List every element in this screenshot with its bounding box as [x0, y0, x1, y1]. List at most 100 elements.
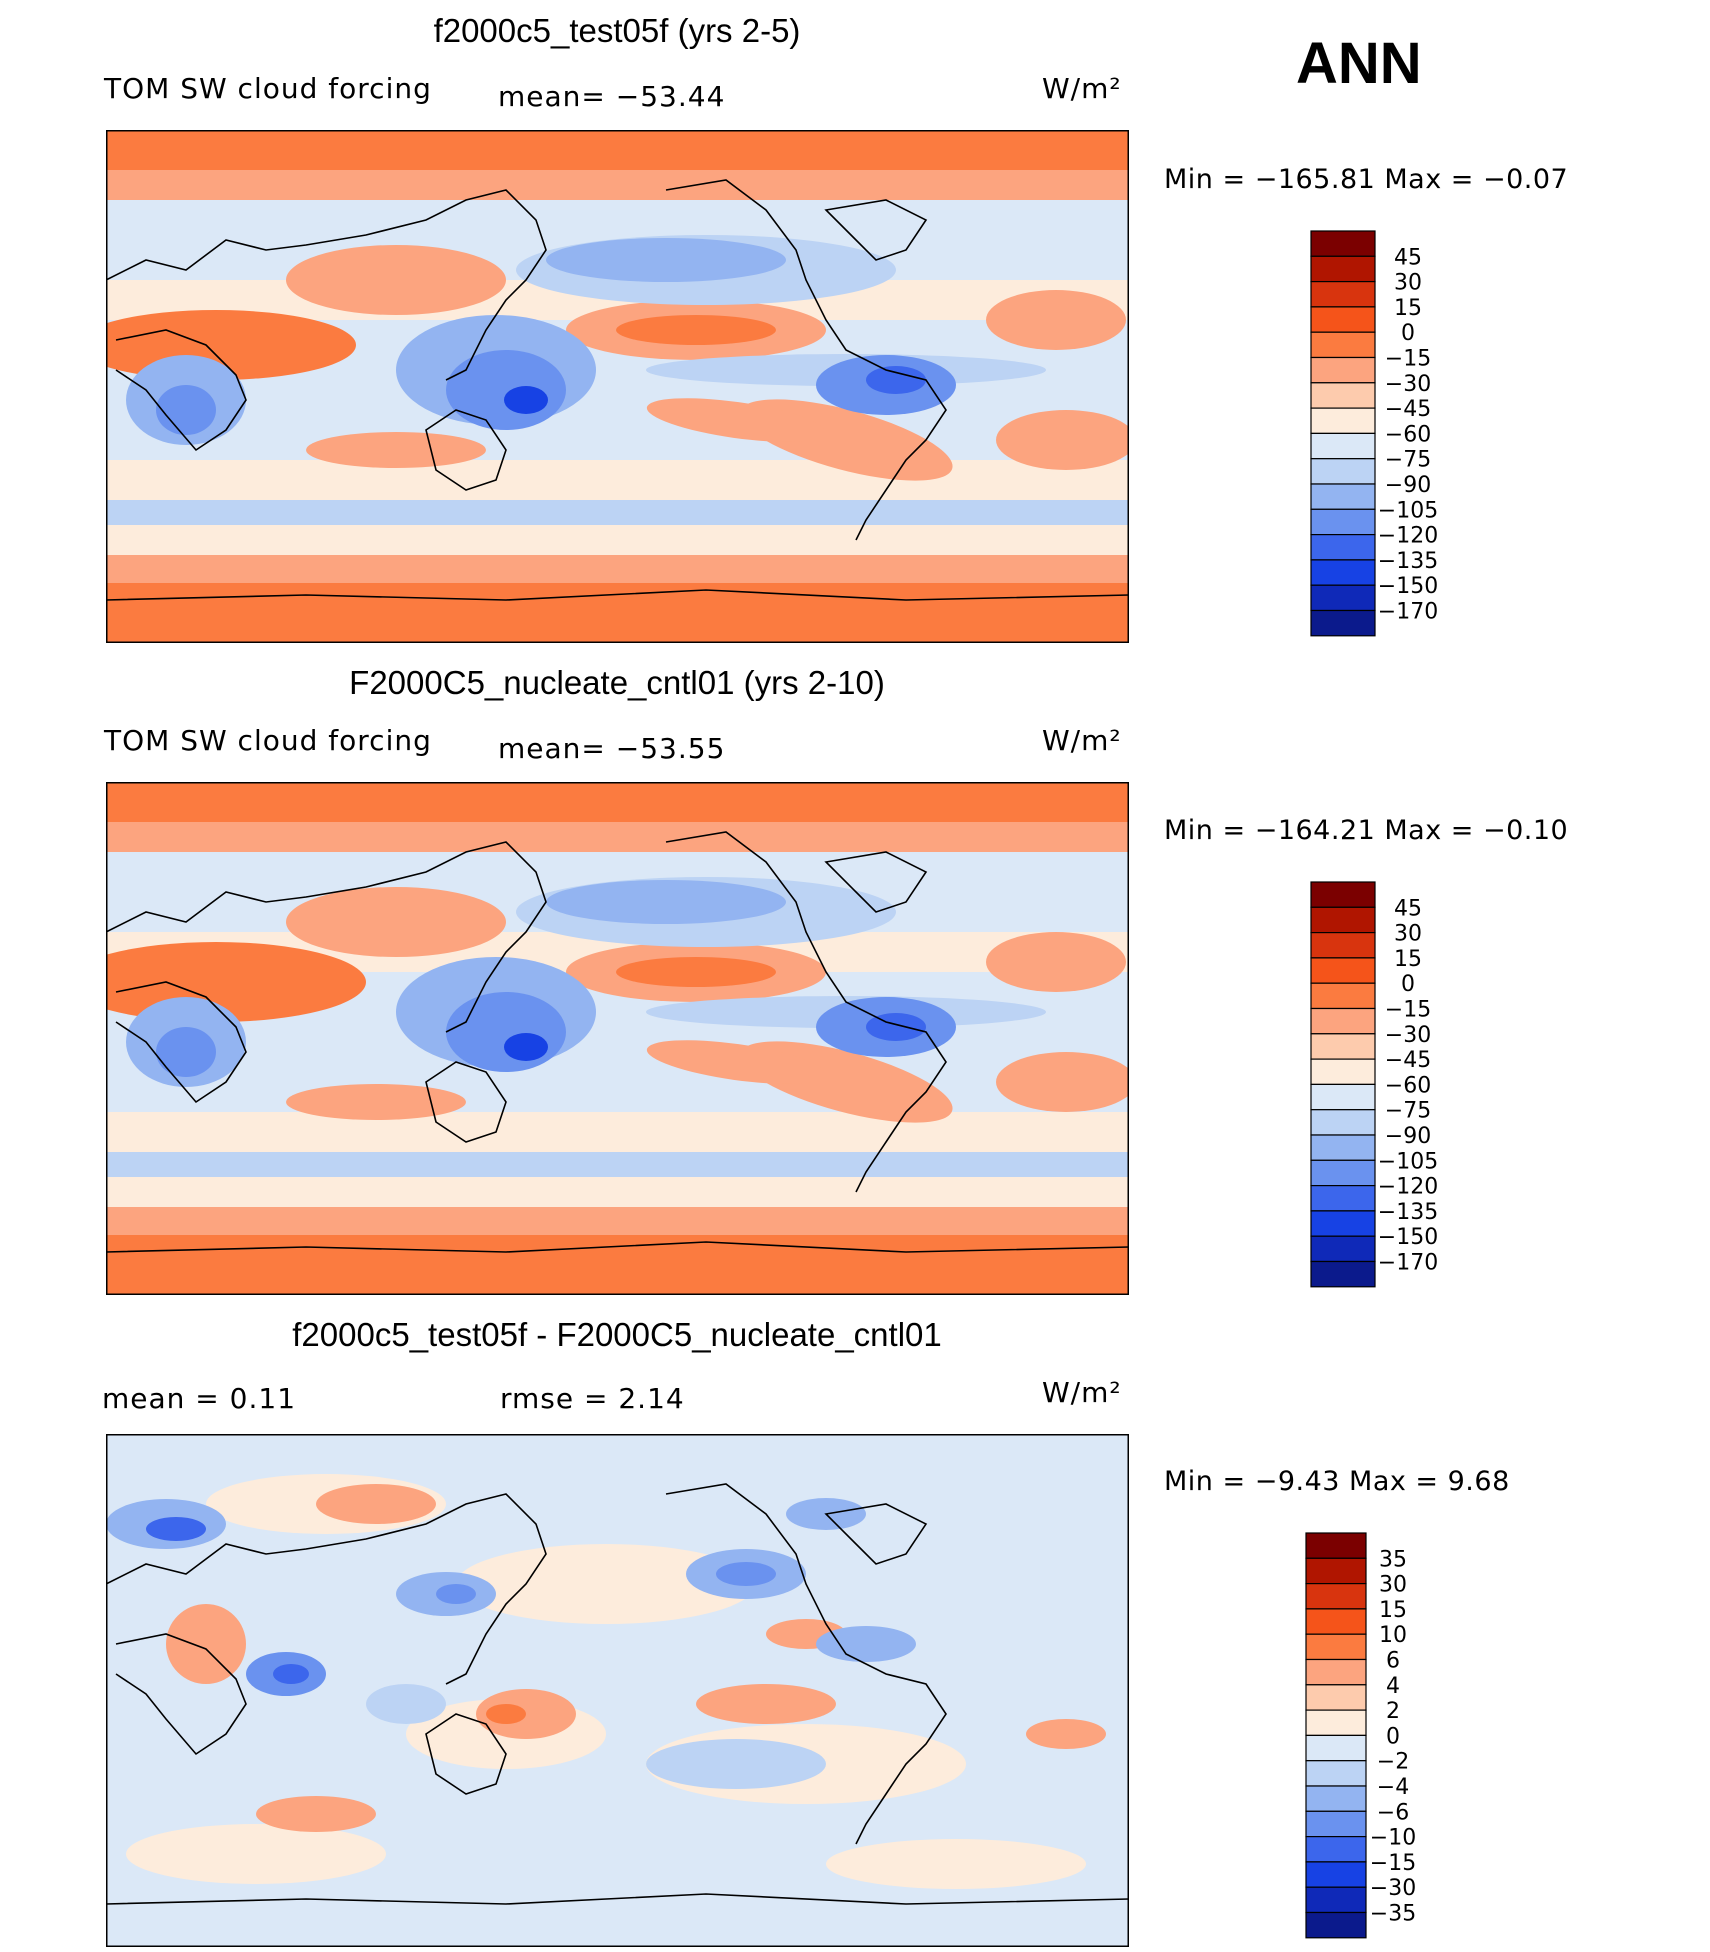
colorbar-swatch [1305, 1658, 1367, 1686]
colorbar-swatch [1310, 1235, 1376, 1263]
colorbar-level-label: −75 [1385, 1099, 1431, 1124]
colorbar-level-label: −150 [1378, 574, 1438, 599]
colorbar-level-label: 0 [1401, 972, 1415, 997]
panel2-coastlines [106, 831, 1129, 1253]
colorbar-swatch [1310, 1007, 1376, 1035]
colorbar-level-label: −2 [1377, 1750, 1409, 1775]
colorbar-swatch [1310, 584, 1376, 612]
colorbar-swatch [1305, 1684, 1367, 1711]
panel3-title: f2000c5_test05f - F2000C5_nucleate_cntl0… [292, 1316, 942, 1353]
panel1-colorbar: 4530150−15−30−45−60−75−90−105−120−135−15… [1310, 230, 1438, 637]
colorbar-swatch [1310, 306, 1376, 333]
colorbar-swatch [1310, 432, 1376, 460]
colorbar-level-label: −30 [1385, 372, 1431, 397]
colorbar-swatch [1305, 1861, 1367, 1888]
colorbar-level-label: 45 [1394, 245, 1422, 270]
colorbar-level-label: 35 [1379, 1547, 1407, 1572]
colorbar-level-label: −105 [1378, 498, 1438, 523]
colorbar-level-label: −15 [1370, 1851, 1416, 1876]
panel2-map [106, 782, 1129, 1295]
colorbar-level-label: 45 [1394, 896, 1422, 921]
panel1-variable: TOM SW cloud forcing [104, 72, 432, 105]
colorbar-swatch [1310, 609, 1376, 637]
colorbar-swatch [1310, 382, 1376, 409]
colorbar-swatch [1310, 508, 1376, 536]
colorbar-swatch [1310, 982, 1376, 1010]
colorbar-level-label: −15 [1385, 998, 1431, 1023]
colorbar-swatch [1310, 458, 1376, 485]
colorbar-swatch [1310, 483, 1376, 510]
colorbar-level-label: 15 [1379, 1598, 1407, 1623]
colorbar-level-label: 15 [1394, 947, 1422, 972]
colorbar-level-label: −90 [1385, 1124, 1431, 1149]
colorbar-swatch [1305, 1633, 1367, 1661]
colorbar-swatch [1310, 1083, 1376, 1111]
colorbar-level-label: −90 [1385, 473, 1431, 498]
colorbar-level-label: −10 [1370, 1826, 1416, 1851]
panel3-mean: mean = 0.11 [102, 1382, 297, 1415]
colorbar-level-label: −45 [1385, 397, 1431, 422]
colorbar-level-label: 30 [1394, 271, 1422, 296]
colorbar-swatch [1310, 1109, 1376, 1136]
colorbar-swatch [1310, 906, 1376, 934]
colorbar-level-label: 4 [1386, 1674, 1400, 1699]
colorbar-swatch [1310, 1210, 1376, 1237]
panel1-coastlines [106, 179, 1129, 601]
colorbar-level-label: −135 [1378, 549, 1438, 574]
panel2-antarctic-band [106, 1235, 1129, 1295]
colorbar-swatch [1305, 1734, 1367, 1762]
colorbar-swatch [1310, 230, 1376, 257]
colorbar-level-label: 6 [1386, 1649, 1400, 1674]
colorbar-level-label: −15 [1385, 347, 1431, 372]
colorbar-swatch [1310, 331, 1376, 359]
colorbar-swatch [1305, 1886, 1367, 1914]
colorbar-level-label: −4 [1377, 1775, 1409, 1800]
colorbar-level-label: 15 [1394, 296, 1422, 321]
colorbar-swatch [1310, 534, 1376, 561]
panel2-arctic-band [106, 782, 1129, 822]
colorbar-level-label: 10 [1379, 1623, 1407, 1648]
colorbar-level-label: −170 [1378, 1251, 1438, 1276]
colorbar-swatch [1305, 1608, 1367, 1635]
colorbar-swatch [1310, 280, 1376, 308]
colorbar-swatch [1305, 1836, 1367, 1863]
colorbar-level-label: −170 [1378, 600, 1438, 625]
colorbar-level-label: −60 [1385, 1073, 1431, 1098]
season-label: ANN [1296, 31, 1422, 96]
colorbar-swatch [1310, 1185, 1376, 1212]
colorbar-level-label: −135 [1378, 1200, 1438, 1225]
panel1-units: W/m² [1042, 72, 1122, 105]
panel2-variable: TOM SW cloud forcing [104, 724, 432, 757]
colorbar-level-label: −60 [1385, 422, 1431, 447]
panel2-mean: mean= −53.55 [498, 732, 726, 765]
colorbar-swatch [1310, 957, 1376, 984]
colorbar-swatch [1305, 1785, 1367, 1812]
panel1-mean: mean= −53.44 [498, 80, 726, 113]
panel1-map [106, 130, 1129, 643]
colorbar-swatch [1310, 1033, 1376, 1060]
colorbar-level-label: −75 [1385, 448, 1431, 473]
panel3-units: W/m² [1042, 1376, 1122, 1409]
colorbar-level-label: 2 [1386, 1699, 1400, 1724]
colorbar-level-label: −35 [1370, 1902, 1416, 1927]
colorbar-level-label: −105 [1378, 1149, 1438, 1174]
panel2-minmax: Min = −164.21 Max = −0.10 [1164, 815, 1569, 846]
panel3-map [106, 1434, 1129, 1947]
panel2-colorbar: 4530150−15−30−45−60−75−90−105−120−135−15… [1310, 881, 1438, 1288]
colorbar-level-label: 0 [1401, 321, 1415, 346]
colorbar-swatch [1310, 1260, 1376, 1288]
colorbar-swatch [1310, 1134, 1376, 1161]
colorbar-swatch [1310, 356, 1376, 384]
colorbar-swatch [1310, 931, 1376, 959]
colorbar-swatch [1310, 1058, 1376, 1086]
colorbar-level-label: 0 [1386, 1724, 1400, 1749]
colorbar-swatch [1305, 1532, 1367, 1559]
colorbar-swatch [1305, 1810, 1367, 1838]
panel2-units: W/m² [1042, 724, 1122, 757]
colorbar-swatch [1310, 1159, 1376, 1187]
colorbar-level-label: −30 [1385, 1023, 1431, 1048]
colorbar-swatch [1305, 1557, 1367, 1585]
colorbar-swatch [1305, 1709, 1367, 1737]
colorbar-level-label: 30 [1379, 1573, 1407, 1598]
